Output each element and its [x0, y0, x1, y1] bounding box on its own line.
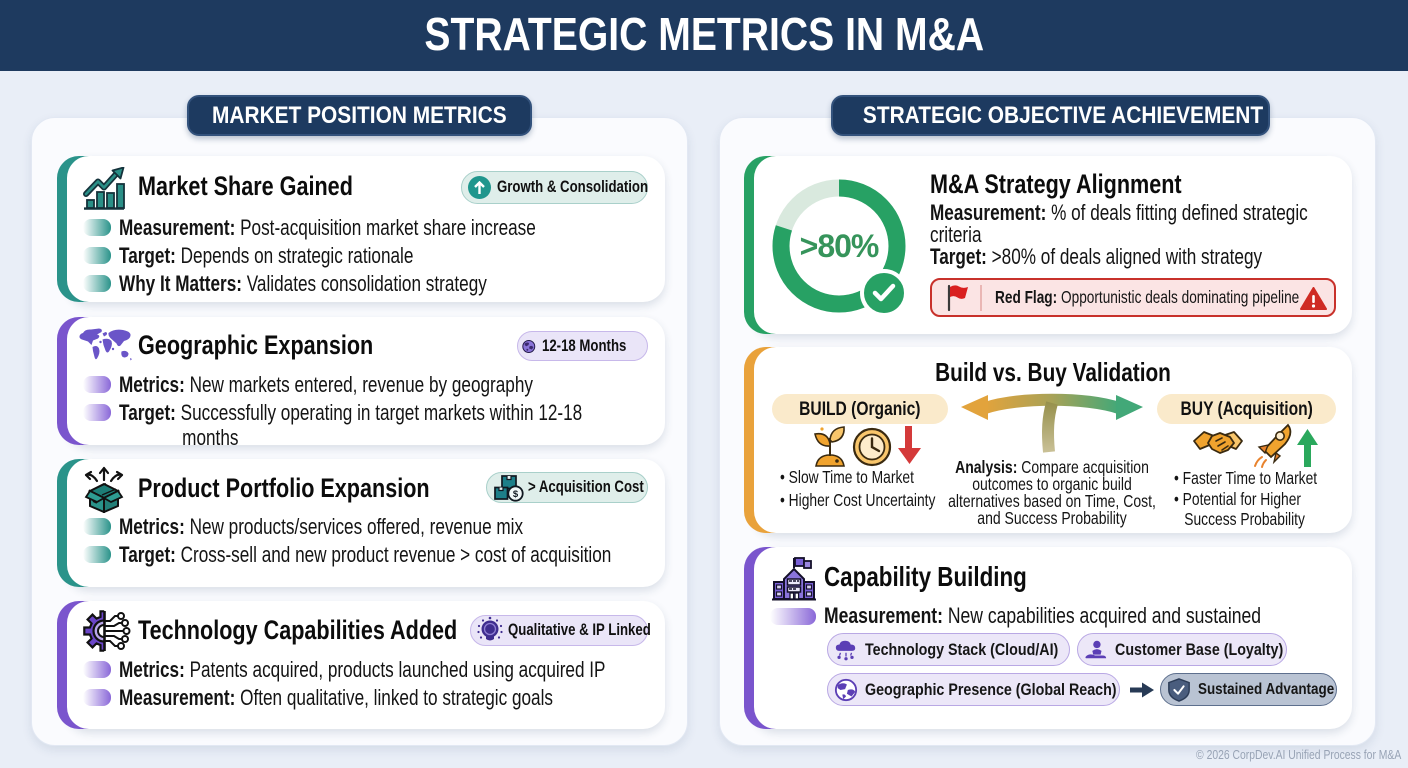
- svg-text:$: $: [513, 489, 519, 500]
- svg-text:>80%: >80%: [800, 228, 879, 264]
